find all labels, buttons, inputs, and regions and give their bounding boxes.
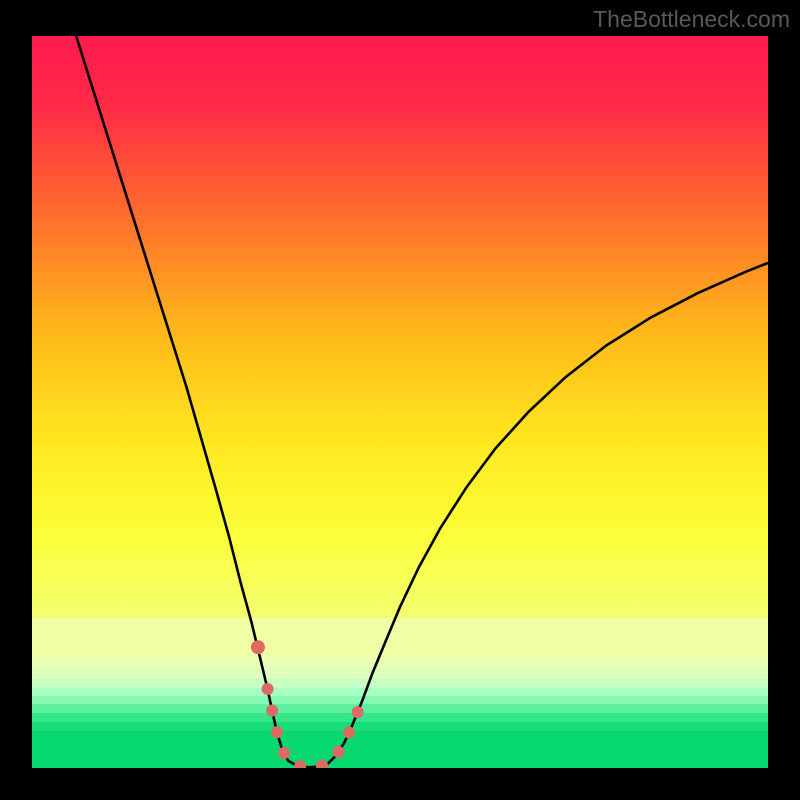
plot-area	[32, 36, 768, 768]
sweet-spot-dot	[251, 640, 265, 654]
watermark-text: TheBottleneck.com	[593, 6, 790, 33]
sweet-spot-segment	[268, 689, 362, 767]
bottleneck-curve	[76, 36, 768, 767]
chart-canvas: TheBottleneck.com	[0, 0, 800, 800]
curve-layer	[32, 36, 768, 768]
